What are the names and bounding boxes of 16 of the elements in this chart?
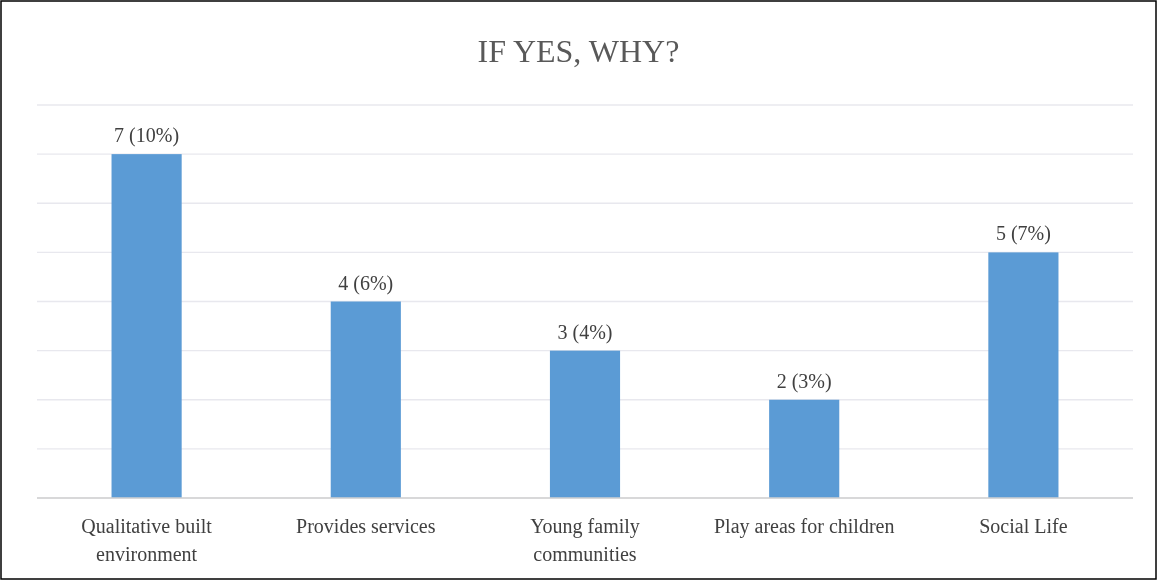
bar [549, 350, 621, 498]
bar [111, 154, 182, 498]
x-tick-label: Provides services [296, 515, 436, 537]
data-label: 3 (4%) [557, 320, 613, 344]
x-tick-label: Qualitative built environment [81, 515, 213, 565]
data-label: 4 (6%) [338, 271, 394, 295]
x-tick-label: Young family communities [530, 515, 640, 565]
x-tick-label: Social Life [979, 515, 1068, 537]
data-label: 2 (3%) [776, 369, 832, 393]
bar [330, 301, 401, 498]
bar [988, 252, 1059, 498]
chart-title: IF YES, WHY? [477, 33, 680, 69]
data-label: 5 (7%) [995, 222, 1051, 246]
bar [769, 399, 840, 498]
x-tick-label: Play areas for children [713, 515, 895, 538]
data-label: 7 (10%) [114, 124, 180, 148]
